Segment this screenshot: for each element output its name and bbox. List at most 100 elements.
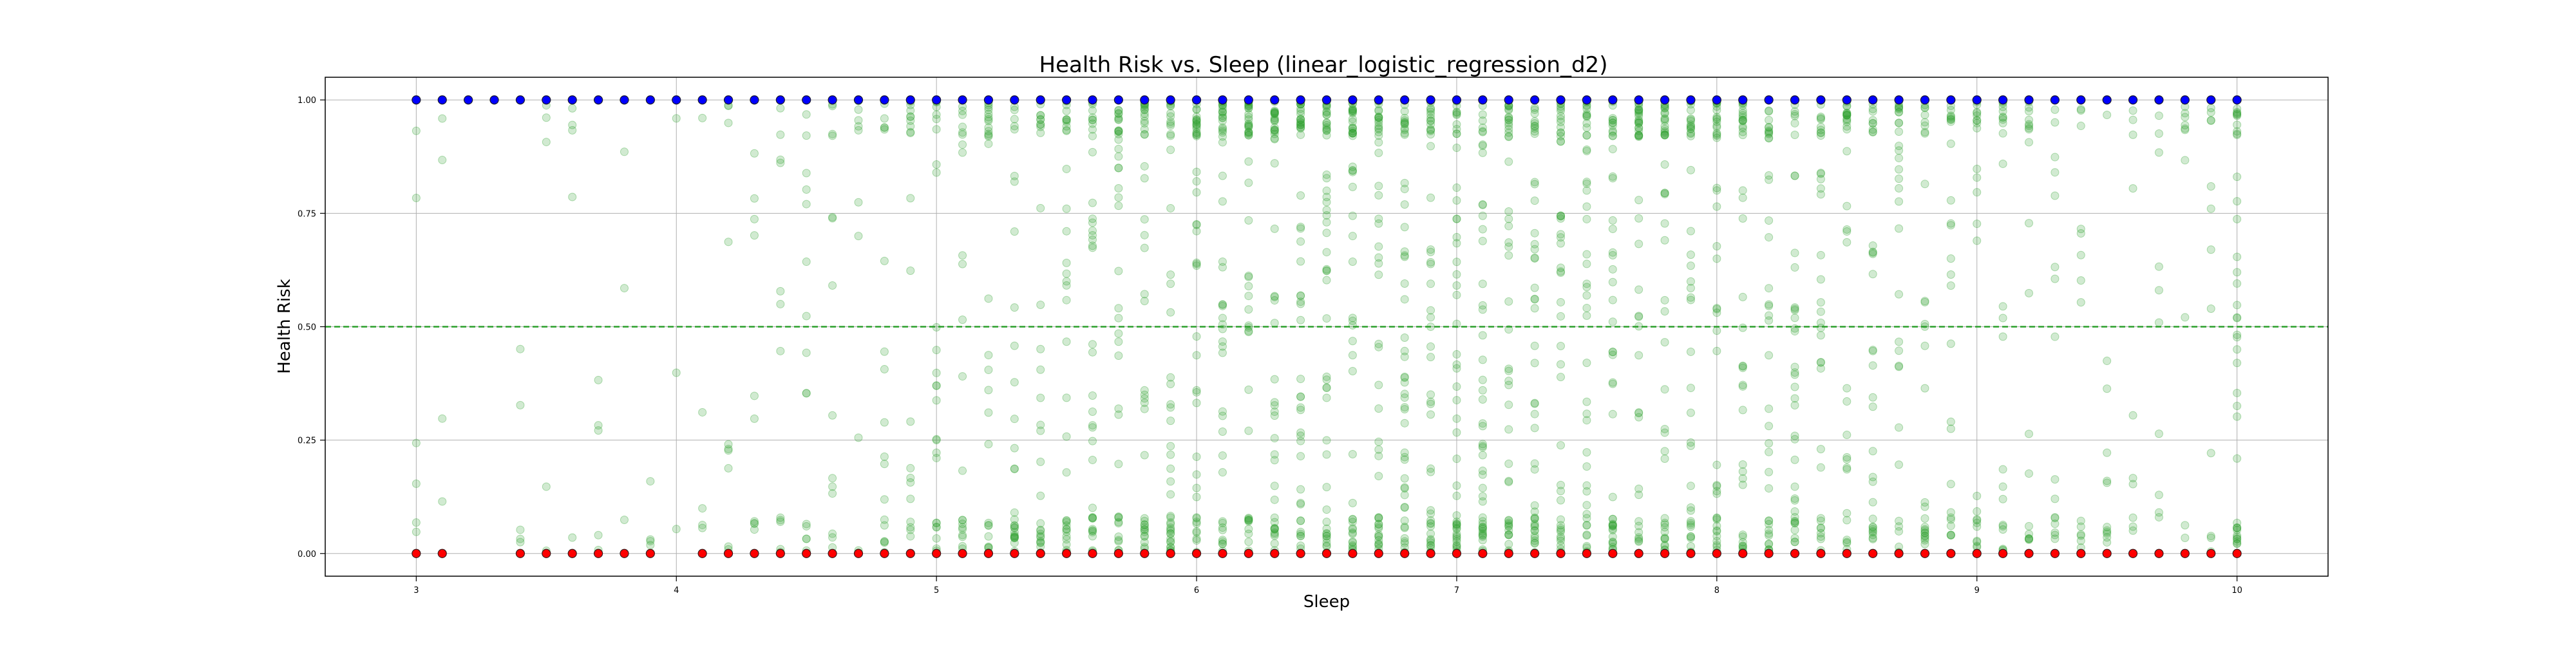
- green-point: [1114, 536, 1123, 545]
- green-point: [1036, 426, 1045, 435]
- green-point: [1140, 531, 1149, 540]
- green-point: [1348, 162, 1357, 171]
- green-point: [1582, 250, 1591, 259]
- green-point: [1296, 224, 1305, 233]
- green-point: [2050, 105, 2060, 114]
- green-point: [1608, 409, 1617, 418]
- green-point: [1478, 497, 1487, 506]
- green-point: [1062, 116, 1071, 125]
- green-point: [1062, 295, 1071, 305]
- green-point: [1790, 327, 1799, 336]
- red-point: [412, 549, 421, 558]
- green-point: [1114, 115, 1123, 124]
- green-point: [1712, 460, 1721, 469]
- green-point: [1478, 355, 1487, 364]
- green-point: [1244, 113, 1253, 122]
- green-point: [1608, 520, 1617, 529]
- red-point: [2128, 549, 2138, 558]
- green-point: [1426, 108, 1435, 117]
- green-point: [1088, 241, 1097, 250]
- green-point: [1504, 522, 1513, 531]
- green-point: [1557, 263, 1566, 272]
- green-point: [1842, 384, 1852, 393]
- green-point: [1478, 200, 1487, 209]
- green-point: [1218, 411, 1227, 420]
- green-point: [1218, 523, 1227, 532]
- green-point: [1374, 513, 1383, 522]
- green-point: [1400, 333, 1409, 342]
- red-point: [2024, 549, 2034, 558]
- green-point: [1998, 159, 2007, 168]
- green-point: [1582, 530, 1591, 539]
- green-point: [1660, 455, 1669, 464]
- green-point: [1608, 277, 1617, 286]
- green-point: [1920, 297, 1929, 306]
- green-point: [1140, 394, 1149, 403]
- green-point: [1374, 524, 1383, 533]
- green-point: [1530, 522, 1539, 531]
- red-point: [750, 549, 759, 558]
- green-point: [958, 466, 967, 475]
- green-point: [1816, 113, 1825, 122]
- green-point: [1946, 530, 1955, 539]
- green-point: [1426, 110, 1435, 119]
- green-point: [1946, 508, 1955, 517]
- green-point: [1400, 130, 1409, 139]
- green-point: [1244, 120, 1253, 129]
- green-point: [1452, 290, 1461, 299]
- green-point: [646, 535, 655, 544]
- green-point: [1738, 380, 1747, 389]
- green-point: [1062, 337, 1071, 346]
- green-point: [1192, 105, 1201, 114]
- green-point: [2181, 534, 2190, 543]
- green-point: [1374, 532, 1383, 541]
- green-point: [1218, 108, 1227, 117]
- green-point: [1504, 325, 1513, 334]
- green-point: [1296, 115, 1305, 124]
- green-point: [1634, 322, 1643, 331]
- blue-point: [593, 95, 603, 105]
- green-point: [1582, 521, 1591, 530]
- green-point: [1192, 536, 1201, 545]
- green-point: [1270, 525, 1279, 534]
- green-point: [672, 525, 681, 534]
- green-point: [1296, 120, 1305, 129]
- green-point: [1348, 541, 1357, 550]
- green-point: [2206, 533, 2215, 542]
- green-point: [1557, 312, 1566, 321]
- green-point: [1608, 532, 1617, 541]
- green-point: [2181, 313, 2190, 322]
- green-point: [1998, 520, 2007, 529]
- green-point: [1973, 116, 1982, 125]
- green-point: [1010, 534, 1019, 543]
- green-point: [1140, 404, 1149, 413]
- green-point: [1296, 315, 1305, 324]
- green-point: [1816, 169, 1825, 178]
- green-point: [1452, 455, 1461, 464]
- green-point: [880, 125, 889, 134]
- green-point: [1712, 254, 1721, 263]
- blue-point: [1582, 95, 1591, 105]
- red-point: [1556, 549, 1566, 558]
- green-point: [1322, 110, 1331, 119]
- green-point: [1660, 108, 1669, 117]
- green-point: [1765, 300, 1774, 309]
- green-point: [1530, 341, 1539, 350]
- green-point: [1140, 103, 1149, 112]
- green-point: [2233, 109, 2242, 118]
- green-point: [1973, 188, 1982, 197]
- green-point: [1192, 351, 1201, 360]
- green-point: [1816, 534, 1825, 543]
- green-point: [1166, 117, 1175, 126]
- green-point: [1557, 123, 1566, 132]
- green-point: [1738, 127, 1747, 136]
- green-point: [1322, 108, 1331, 117]
- green-point: [828, 411, 837, 420]
- green-point: [1348, 525, 1357, 534]
- green-point: [1348, 106, 1357, 115]
- green-point: [1478, 422, 1487, 431]
- green-point: [1634, 123, 1643, 132]
- green-point: [1895, 337, 1904, 346]
- green-point: [1088, 226, 1097, 235]
